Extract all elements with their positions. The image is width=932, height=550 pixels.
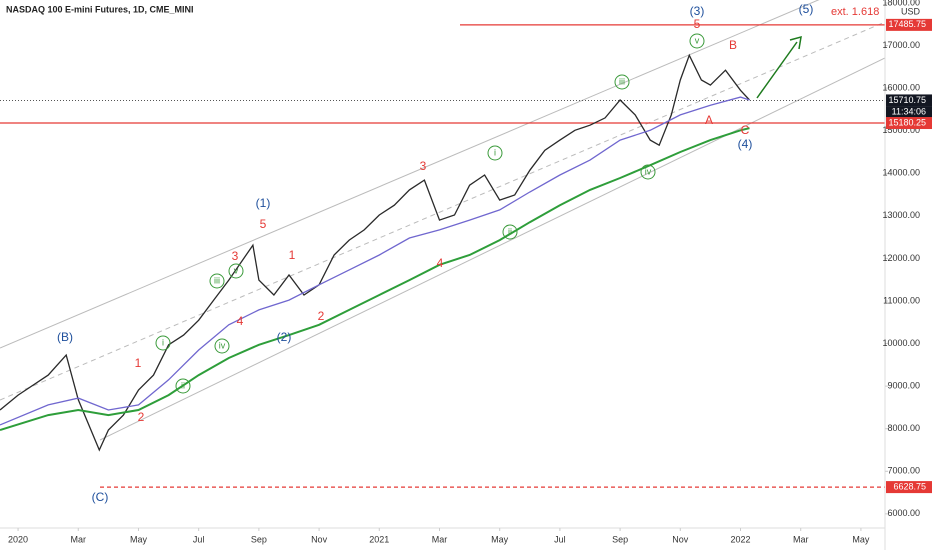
wave-circle bbox=[155, 335, 171, 351]
y-tick-label: 15000.00 bbox=[882, 125, 920, 135]
wave-label: (5) bbox=[799, 2, 814, 16]
wave-label: 3 bbox=[232, 249, 239, 263]
wave-label: (1) bbox=[256, 196, 271, 210]
countdown: 11:34:06 bbox=[892, 106, 926, 116]
y-tick-label: 18000.00 bbox=[882, 0, 920, 7]
wave-label: C bbox=[741, 123, 750, 137]
x-tick-label: May bbox=[852, 534, 870, 544]
wave-label: v bbox=[695, 35, 700, 45]
forecast-arrow bbox=[756, 41, 798, 99]
wave-circle bbox=[209, 273, 225, 289]
moving-average bbox=[0, 96, 750, 426]
wave-label: 5 bbox=[694, 17, 701, 31]
wave-circle bbox=[640, 164, 656, 180]
wave-label: iv bbox=[219, 340, 226, 350]
channel-lower bbox=[99, 57, 885, 441]
wave-label: (2) bbox=[277, 330, 292, 344]
y-tick-label: 8000.00 bbox=[887, 423, 920, 433]
wave-label: (C) bbox=[92, 490, 109, 504]
x-tick-label: Sep bbox=[612, 534, 628, 544]
y-tick-label: 11000.00 bbox=[883, 295, 920, 305]
x-tick-label: May bbox=[130, 534, 148, 544]
countdown-box bbox=[886, 106, 932, 118]
wave-label: i bbox=[494, 147, 496, 157]
wave-label: i bbox=[162, 337, 164, 347]
wave-label: 3 bbox=[420, 159, 427, 173]
y-tick-label: 10000.00 bbox=[882, 338, 920, 348]
level-label-box bbox=[886, 94, 932, 107]
chart-title: NASDAQ 100 E-mini Futures, 1D, CME_MINI bbox=[6, 4, 194, 14]
level-label: 15710.75 bbox=[888, 95, 926, 105]
wave-label: 5 bbox=[260, 217, 267, 231]
wave-label: (B) bbox=[57, 330, 73, 344]
wave-label: A bbox=[705, 113, 713, 127]
y-tick-label: 9000.00 bbox=[887, 381, 920, 391]
level-label: 15180.25 bbox=[888, 117, 926, 127]
y-tick-label: 13000.00 bbox=[882, 210, 920, 220]
x-tick-label: 2020 bbox=[8, 534, 28, 544]
axes: 6000.00 7000.00 8000.00 9000.00 10000.00 1100… bbox=[8, 0, 932, 544]
arrow-head bbox=[789, 35, 802, 50]
currency: USD bbox=[901, 6, 921, 16]
wave-label: (3) bbox=[690, 4, 705, 18]
wave-label: 1 bbox=[135, 356, 142, 370]
price-lines bbox=[0, 53, 750, 452]
y-tick-label: 7000.00 bbox=[887, 466, 920, 476]
x-tick-label: Jul bbox=[193, 534, 205, 544]
x-tick-label: 2022 bbox=[730, 534, 750, 544]
wave-circle bbox=[487, 145, 503, 161]
y-tick-label: 14000.00 bbox=[882, 168, 920, 178]
wave-label: (4) bbox=[738, 137, 753, 151]
x-tick-label: Nov bbox=[672, 534, 689, 544]
wave-label: 2 bbox=[318, 309, 325, 323]
x-tick-label: Mar bbox=[432, 534, 448, 544]
wave-circle bbox=[502, 224, 518, 240]
wave-label: 4 bbox=[437, 256, 444, 270]
wave-label: 4 bbox=[237, 314, 244, 328]
y-tick-label: 16000.00 bbox=[882, 83, 920, 93]
level-label: 6628.75 bbox=[893, 481, 926, 491]
y-tick-label: 6000.00 bbox=[887, 508, 920, 518]
x-tick-label: Mar bbox=[793, 534, 809, 544]
wave-labels: (B) (C) (1) (2) (3) (4) (5) 5 B A C 3 1 … bbox=[57, 2, 813, 504]
wave-circle bbox=[689, 33, 705, 49]
level-label-box bbox=[886, 117, 932, 130]
x-tick-label: Jul bbox=[554, 534, 566, 544]
price-line bbox=[0, 53, 750, 452]
moving-average bbox=[0, 127, 750, 431]
wave-label: ii bbox=[508, 226, 512, 236]
wave-label: v bbox=[234, 265, 239, 275]
y-tick-label: 12000.00 bbox=[882, 253, 920, 263]
wave-label: B bbox=[729, 38, 737, 52]
extension-label: ext. 1.618 bbox=[831, 6, 879, 18]
wave-circle bbox=[614, 74, 630, 90]
x-tick-label: 2021 bbox=[369, 534, 389, 544]
x-tick-label: Mar bbox=[71, 534, 87, 544]
x-tick-label: Nov bbox=[311, 534, 328, 544]
wave-label: iii bbox=[619, 76, 625, 86]
channel-mid bbox=[0, 21, 885, 401]
wave-label: 1 bbox=[289, 248, 296, 262]
wave-label: iii bbox=[214, 275, 220, 285]
level-label-box bbox=[886, 481, 932, 494]
wave-label: 2 bbox=[138, 410, 145, 424]
wave-circle bbox=[228, 263, 244, 279]
levels bbox=[0, 24, 885, 488]
level-label-box bbox=[886, 18, 932, 31]
wave-label: ii bbox=[181, 380, 185, 390]
wave-label: iv bbox=[645, 166, 652, 176]
level-label: 17485.75 bbox=[888, 19, 926, 29]
channel-upper bbox=[0, 0, 820, 349]
channel bbox=[0, 0, 885, 441]
x-tick-label: Sep bbox=[251, 534, 267, 544]
wave-circle bbox=[175, 378, 191, 394]
wave-circle bbox=[214, 338, 230, 354]
y-tick-label: 17000.00 bbox=[882, 40, 920, 50]
x-tick-label: May bbox=[491, 534, 509, 544]
